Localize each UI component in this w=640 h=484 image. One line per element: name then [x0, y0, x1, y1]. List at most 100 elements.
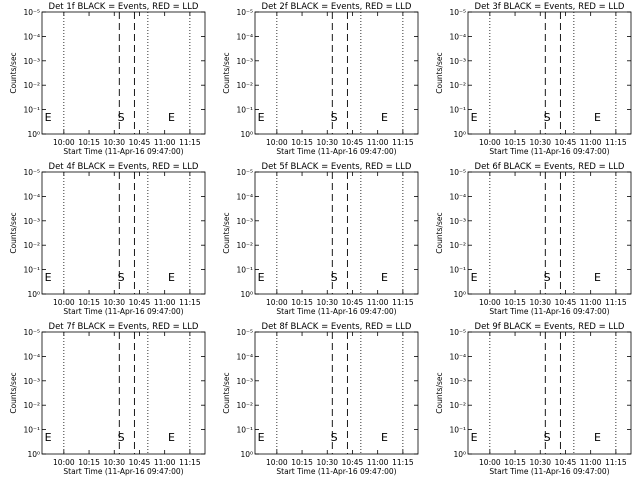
- y-axis-label: Counts/sec: [222, 212, 231, 253]
- event-marker-e: E: [258, 111, 265, 124]
- x-tick-label: 10:45: [342, 298, 364, 307]
- x-axis-label: Start Time (11-Apr-16 09:47:00): [276, 467, 396, 476]
- event-marker-s: S: [331, 111, 338, 124]
- x-tick-label: 10:15: [504, 138, 526, 147]
- panel-title: Det 8f BLACK = Events, RED = LLD: [262, 322, 412, 332]
- event-marker-e: E: [381, 111, 388, 124]
- x-tick-label: 10:30: [103, 298, 125, 307]
- x-tick-label: 10:45: [342, 458, 364, 467]
- y-axis-label: Counts/sec: [9, 212, 18, 253]
- y-tick-label: 10⁻²: [236, 241, 253, 250]
- y-tick-label: 10⁻¹: [23, 266, 40, 275]
- y-tick-label: 10⁰: [453, 290, 466, 299]
- y-tick-label: 10⁻³: [23, 377, 40, 386]
- x-tick-label: 10:15: [78, 298, 100, 307]
- panel-title: Det 3f BLACK = Events, RED = LLD: [475, 2, 625, 12]
- panel-7: Det 7f BLACK = Events, RED = LLD 10⁰ 10⁻¹ 1…: [9, 322, 206, 476]
- x-tick-label: 10:00: [53, 138, 75, 147]
- x-tick-label: 10:00: [479, 458, 501, 467]
- x-axis-label: Start Time (11-Apr-16 09:47:00): [489, 467, 609, 476]
- y-tick-label: 10⁻²: [236, 401, 253, 410]
- y-tick-label: 10⁰: [27, 290, 40, 299]
- plot-frame: [41, 11, 206, 135]
- y-tick-label: 10⁰: [453, 130, 466, 139]
- y-axis-label: Counts/sec: [435, 372, 444, 413]
- event-marker-e: E: [168, 271, 175, 284]
- x-axis-label: Start Time (11-Apr-16 09:47:00): [63, 307, 183, 316]
- event-marker-s: S: [118, 271, 125, 284]
- plot-frame: [41, 331, 206, 455]
- event-marker-e: E: [471, 271, 478, 284]
- y-tick-label: 10⁰: [240, 290, 253, 299]
- y-axis-label: Counts/sec: [222, 372, 231, 413]
- y-tick-label: 10⁰: [27, 130, 40, 139]
- x-tick-label: 10:30: [529, 458, 551, 467]
- plot-frame: [41, 171, 206, 295]
- y-tick-label: 10⁻⁵: [449, 8, 466, 17]
- y-tick-label: 10⁻³: [236, 217, 253, 226]
- y-tick-label: 10⁻²: [23, 241, 40, 250]
- y-tick-label: 10⁻¹: [236, 426, 253, 435]
- y-tick-label: 10⁻²: [449, 241, 466, 250]
- event-marker-e: E: [45, 271, 52, 284]
- x-tick-label: 10:15: [504, 298, 526, 307]
- y-tick-label: 10⁻³: [236, 377, 253, 386]
- x-axis-label: Start Time (11-Apr-16 09:47:00): [276, 147, 396, 156]
- x-tick-label: 11:15: [392, 458, 414, 467]
- y-tick-label: 10⁻²: [23, 81, 40, 90]
- y-tick-label: 10⁻¹: [23, 106, 40, 115]
- y-tick-label: 10⁻²: [23, 401, 40, 410]
- y-tick-label: 10⁻⁵: [449, 328, 466, 337]
- x-tick-label: 11:00: [154, 138, 176, 147]
- x-tick-label: 10:15: [78, 138, 100, 147]
- x-axis-label: Start Time (11-Apr-16 09:47:00): [489, 307, 609, 316]
- y-tick-label: 10⁻⁵: [236, 328, 253, 337]
- event-marker-s: S: [544, 111, 551, 124]
- event-marker-s: S: [331, 431, 338, 444]
- x-tick-label: 10:00: [266, 138, 288, 147]
- panel-6: Det 6f BLACK = Events, RED = LLD 10⁰ 10⁻¹ 1…: [435, 162, 632, 316]
- x-tick-label: 10:30: [316, 298, 338, 307]
- x-tick-label: 11:00: [580, 458, 602, 467]
- x-tick-label: 11:15: [392, 138, 414, 147]
- event-marker-e: E: [45, 431, 52, 444]
- y-tick-label: 10⁻⁵: [449, 168, 466, 177]
- x-tick-label: 11:15: [605, 298, 627, 307]
- y-tick-label: 10⁰: [240, 130, 253, 139]
- y-tick-label: 10⁻¹: [449, 266, 466, 275]
- plot-frame: [254, 171, 419, 295]
- y-tick-label: 10⁻⁴: [449, 192, 466, 201]
- x-tick-label: 10:45: [555, 458, 577, 467]
- y-axis-label: Counts/sec: [435, 212, 444, 253]
- plot-frame: [467, 331, 632, 455]
- event-marker-e: E: [381, 431, 388, 444]
- x-tick-label: 10:15: [291, 138, 313, 147]
- event-marker-e: E: [381, 271, 388, 284]
- y-tick-label: 10⁻⁴: [236, 192, 253, 201]
- y-tick-label: 10⁻⁴: [236, 32, 253, 41]
- x-tick-label: 10:45: [129, 458, 151, 467]
- y-tick-label: 10⁻³: [449, 57, 466, 66]
- y-tick-label: 10⁻¹: [449, 426, 466, 435]
- y-tick-label: 10⁻⁵: [236, 8, 253, 17]
- plot-frame: [254, 11, 419, 135]
- x-axis-label: Start Time (11-Apr-16 09:47:00): [63, 467, 183, 476]
- y-tick-label: 10⁻⁴: [23, 352, 40, 361]
- x-axis-label: Start Time (11-Apr-16 09:47:00): [276, 307, 396, 316]
- y-tick-label: 10⁻³: [236, 57, 253, 66]
- panel-8: Det 8f BLACK = Events, RED = LLD 10⁰ 10⁻¹ 1…: [222, 322, 419, 476]
- x-tick-label: 11:00: [580, 138, 602, 147]
- x-tick-label: 11:15: [605, 138, 627, 147]
- panel-4: Det 4f BLACK = Events, RED = LLD 10⁰ 10⁻¹ 1…: [9, 162, 206, 316]
- panel-title: Det 5f BLACK = Events, RED = LLD: [262, 162, 412, 172]
- event-marker-e: E: [594, 431, 601, 444]
- panel-5: Det 5f BLACK = Events, RED = LLD 10⁰ 10⁻¹ 1…: [222, 162, 419, 316]
- x-tick-label: 10:30: [316, 458, 338, 467]
- event-marker-s: S: [544, 431, 551, 444]
- x-tick-label: 11:15: [179, 458, 201, 467]
- event-marker-e: E: [168, 111, 175, 124]
- y-tick-label: 10⁻¹: [449, 106, 466, 115]
- y-axis-label: Counts/sec: [222, 52, 231, 93]
- y-axis-label: Counts/sec: [9, 372, 18, 413]
